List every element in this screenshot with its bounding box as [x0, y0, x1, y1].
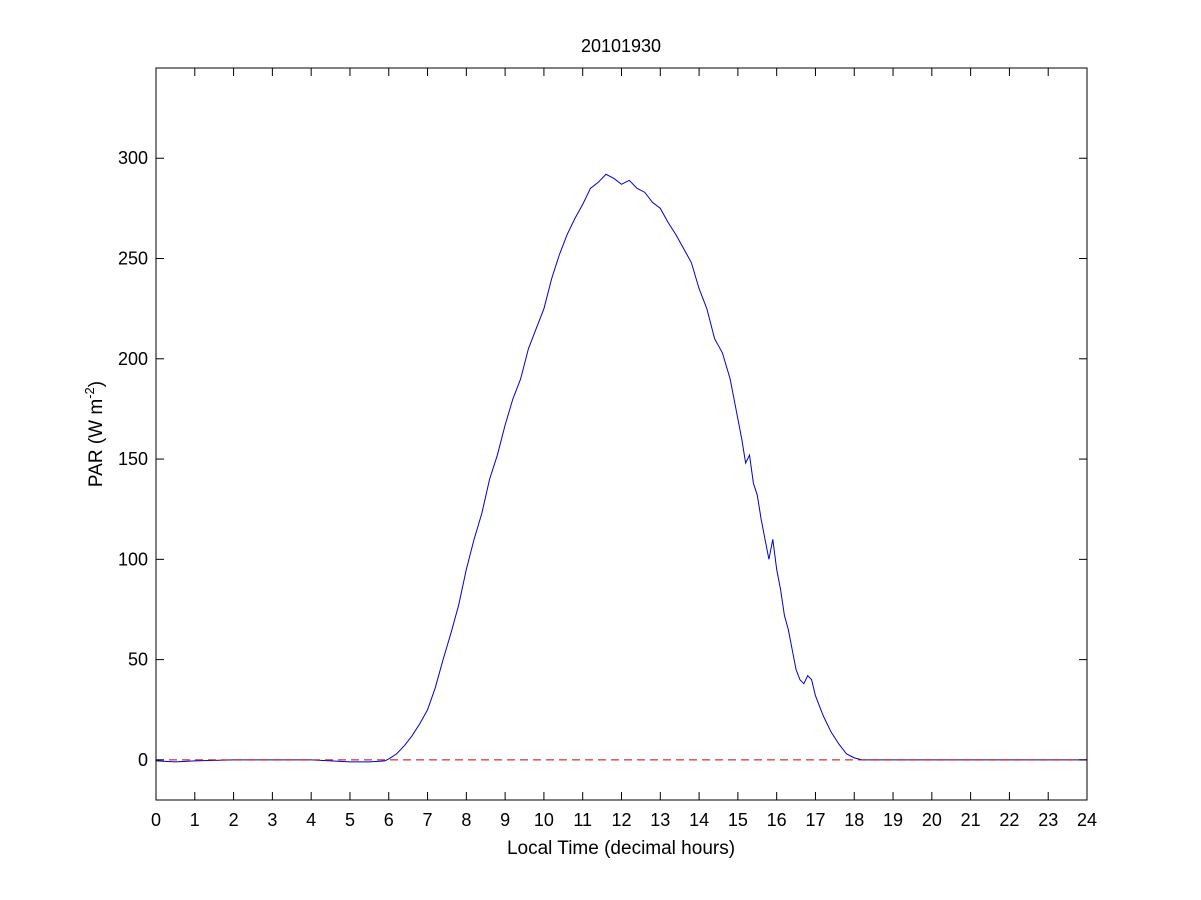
x-tick-label: 20 — [922, 810, 942, 830]
series-group — [155, 173, 1087, 763]
y-axis-label-exponent: -2 — [82, 387, 97, 399]
x-tick-label: 13 — [650, 810, 670, 830]
x-tick-label: 16 — [767, 810, 787, 830]
x-tick-label: 12 — [611, 810, 631, 830]
x-tick-label: 3 — [267, 810, 277, 830]
x-tick-label: 6 — [384, 810, 394, 830]
x-tick-label: 15 — [728, 810, 748, 830]
y-tick-label: 100 — [118, 549, 148, 569]
x-tick-label: 7 — [423, 810, 433, 830]
x-tick-label: 22 — [999, 810, 1019, 830]
x-tick-label: 8 — [461, 810, 471, 830]
x-tick-label: 0 — [151, 810, 161, 830]
x-tick-label: 5 — [345, 810, 355, 830]
x-tick-label: 9 — [500, 810, 510, 830]
y-axis: 0 50 100 150 200 250 300 — [118, 148, 1087, 770]
x-tick-label: 11 — [573, 810, 592, 830]
y-tick-label: 200 — [118, 349, 148, 369]
y-tick-label: 0 — [138, 750, 148, 770]
y-axis-label: PAR (W m-2) — [82, 381, 107, 487]
x-tick-label: 14 — [689, 810, 709, 830]
x-tick-label: 19 — [883, 810, 903, 830]
x-tick-label: 2 — [229, 810, 239, 830]
x-axis: 0 1 2 3 4 5 6 7 8 9 10 11 12 13 14 15 16 17 18 19 20 21 22 23 24 — [151, 68, 1097, 830]
x-tick-label: 1 — [190, 810, 200, 830]
chart-title: 20101930 — [581, 36, 661, 56]
par-series-line — [155, 173, 1087, 763]
x-tick-label: 4 — [306, 810, 316, 830]
y-tick-label: 50 — [128, 650, 148, 670]
y-axis-label-base: PAR (W m — [86, 399, 107, 487]
y-tick-label: 250 — [118, 249, 148, 269]
y-tick-label: 300 — [118, 148, 148, 168]
x-tick-label: 17 — [805, 810, 825, 830]
x-tick-label: 24 — [1077, 810, 1097, 830]
x-tick-label: 10 — [534, 810, 554, 830]
y-tick-label: 150 — [118, 449, 148, 469]
x-axis-label: Local Time (decimal hours) — [507, 838, 735, 859]
y-axis-label-close: ) — [86, 381, 107, 387]
plot-frame — [155, 67, 1088, 801]
x-tick-label: 18 — [844, 810, 864, 830]
x-tick-label: 23 — [1038, 810, 1058, 830]
x-tick-label: 21 — [961, 810, 981, 830]
